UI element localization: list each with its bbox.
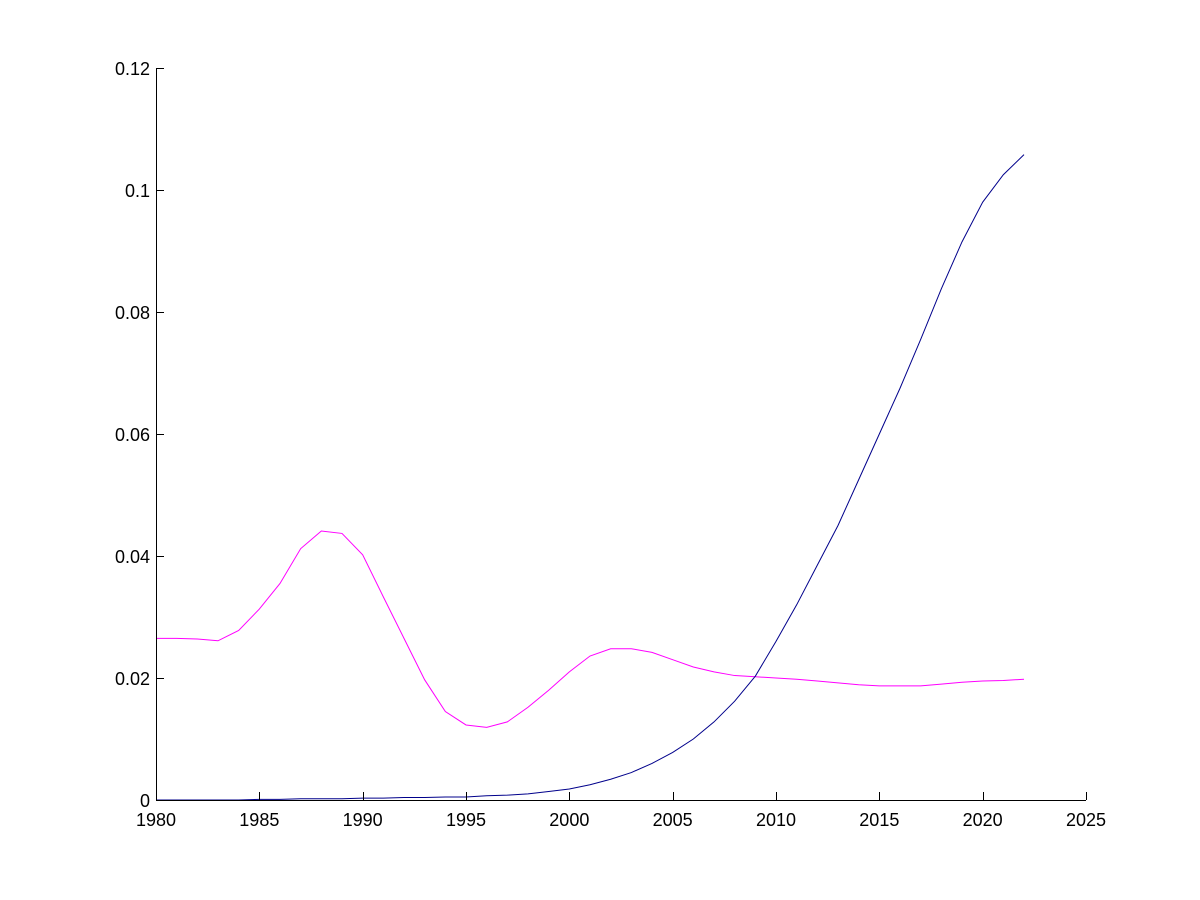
x-tick-label: 1985 [239, 810, 279, 830]
ticks-layer: 1980 1985 1990 1995 2000 2005 2010 2015 2020 2025… [115, 59, 1106, 830]
y-tick-label: 0.06 [115, 425, 150, 445]
series-layer [156, 154, 1025, 801]
y-tick-label: 0.1 [125, 181, 150, 201]
series-line-1 [156, 530, 1025, 728]
x-tick-label: 1995 [446, 810, 486, 830]
series-line-2 [156, 154, 1025, 801]
x-tick-label: 1990 [343, 810, 383, 830]
y-tick-label: 0 [140, 791, 150, 811]
y-tick-label: 0.04 [115, 547, 150, 567]
x-tick-label: 2015 [859, 810, 899, 830]
y-tick-label: 0.08 [115, 303, 150, 323]
x-tick-label: 2000 [549, 810, 589, 830]
x-tick-label: 2005 [653, 810, 693, 830]
x-tick-label: 1980 [136, 810, 176, 830]
x-tick-label: 2020 [963, 810, 1003, 830]
x-tick-label: 2025 [1066, 810, 1106, 830]
x-tick-label: 2010 [756, 810, 796, 830]
y-tick-label: 0.12 [115, 59, 150, 79]
y-tick-label: 0.02 [115, 669, 150, 689]
